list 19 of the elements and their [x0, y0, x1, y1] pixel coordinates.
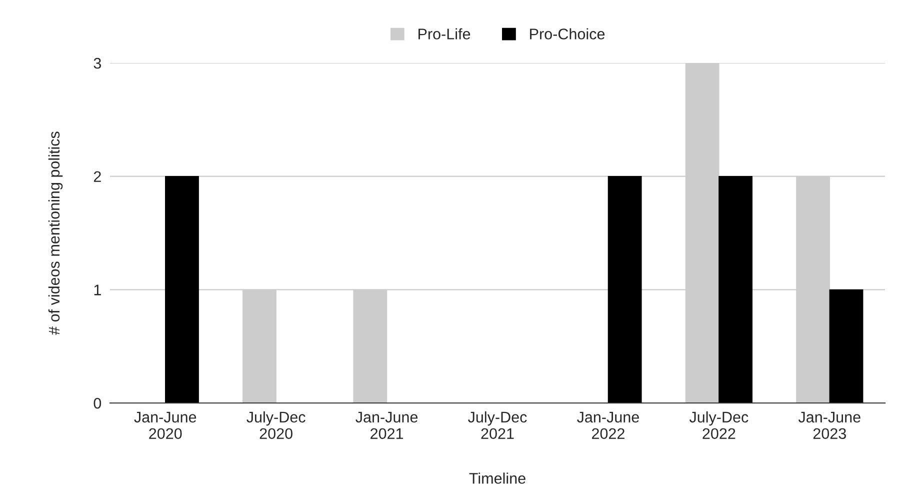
x-tick-label: July-Dec 2022: [689, 411, 748, 440]
x-tick-label: Jan-June 2023: [798, 412, 860, 440]
bar: [829, 289, 864, 403]
x-tick-label: July-Dec 2021: [468, 411, 527, 440]
bar: [165, 176, 199, 403]
x-tick-label: Jan-June 2021: [356, 412, 418, 440]
x-tick-label: Jan-June 2022: [577, 412, 639, 440]
y-tick-label: 1: [94, 284, 101, 296]
y-tick-label: 2: [94, 171, 101, 182]
legend-label: Pro-Choice: [530, 28, 605, 40]
x-tick-label: Jan-June 2020: [134, 412, 196, 440]
x-tick-label: July-Dec 2020: [246, 411, 306, 440]
legend-label: Pro-Life: [418, 28, 470, 40]
y-axis-title: # of videos mentioning politics: [48, 132, 63, 335]
x-axis-title: Timeline: [469, 472, 526, 484]
bar: [608, 176, 642, 403]
y-tick-label: 3: [94, 58, 101, 69]
y-tick-label: 0: [94, 398, 102, 409]
bar: [718, 176, 752, 403]
